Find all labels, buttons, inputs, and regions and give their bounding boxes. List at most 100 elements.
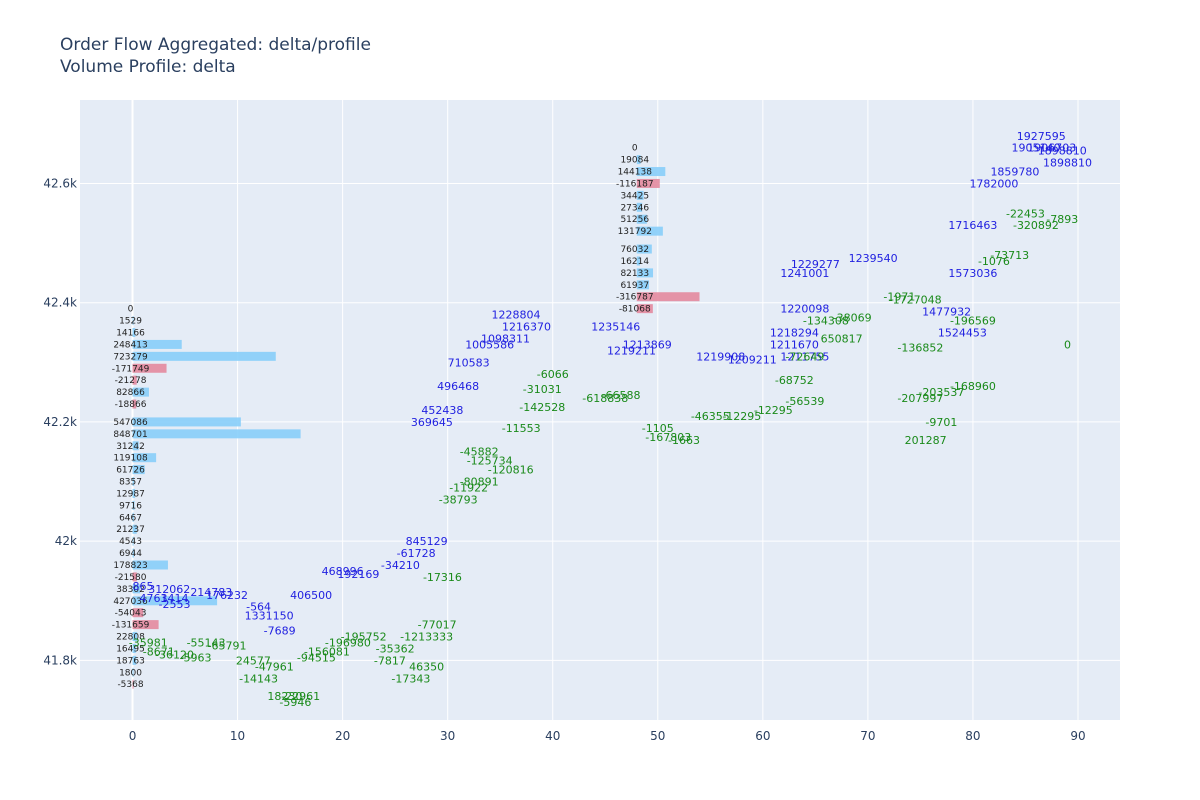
delta-label: -8671 xyxy=(143,645,175,658)
delta-label: 0 xyxy=(1064,338,1071,351)
profile-bar xyxy=(132,548,134,558)
cumulative-delta-label: 452438 xyxy=(421,404,463,417)
y-tick-label: 41.8k xyxy=(43,653,77,667)
bar-value-label: -5368 xyxy=(117,680,143,690)
delta-label: 24577 xyxy=(236,654,271,667)
delta-label: -7817 xyxy=(374,654,406,667)
bar-value-label: 38302 xyxy=(116,585,145,595)
delta-label: -1076 xyxy=(978,255,1010,268)
cumulative-delta-label: 1209211 xyxy=(728,353,777,366)
bar-value-label: 34425 xyxy=(620,191,649,201)
delta-label: -136852 xyxy=(897,341,943,354)
cumulative-delta-label: 214783 xyxy=(190,586,232,599)
delta-label: -168960 xyxy=(950,380,996,393)
bar-value-label: 31242 xyxy=(116,442,145,452)
bar-value-label: -21580 xyxy=(115,573,147,583)
profile-bar xyxy=(132,655,137,665)
profile-bar xyxy=(132,399,137,409)
profile-bar xyxy=(132,512,134,522)
cumulative-delta-label: 4763 xyxy=(140,592,168,605)
cumulative-delta-label: -564 xyxy=(246,601,271,614)
delta-label: -1727048 xyxy=(889,294,942,307)
delta-label: -94515 xyxy=(297,651,336,664)
profile-bar xyxy=(636,280,650,290)
delta-label: -22961 xyxy=(281,690,320,703)
x-tick-label: 60 xyxy=(755,729,770,743)
cumulative-delta-label: 1905140 xyxy=(1011,142,1060,155)
chart-title: Order Flow Aggregated: delta/profile xyxy=(60,35,371,55)
x-tick-label: 70 xyxy=(860,729,875,743)
delta-label: -195752 xyxy=(341,631,387,644)
delta-label: 18230 xyxy=(267,690,302,703)
cumulative-delta-label: -61728 xyxy=(397,547,436,560)
profile-bar xyxy=(132,316,134,326)
delta-label: -77017 xyxy=(418,619,457,632)
delta-label: -196569 xyxy=(950,315,996,328)
cumulative-delta-label: 1005586 xyxy=(465,338,514,351)
profile-bar xyxy=(132,429,301,439)
bar-value-label: -171749 xyxy=(112,364,150,374)
cumulative-delta-label: 1213869 xyxy=(623,338,672,351)
bar-value-label: 1800 xyxy=(119,668,142,678)
y-tick-label: 42.2k xyxy=(43,415,77,429)
delta-label: -38793 xyxy=(439,493,478,506)
bar-value-label: 723279 xyxy=(113,352,148,362)
y-tick-label: 42.4k xyxy=(43,296,77,310)
cumulative-delta-label: 865 xyxy=(133,580,154,593)
delta-label: -55143 xyxy=(187,637,226,650)
delta-label: -12295 xyxy=(754,404,793,417)
cumulative-delta-label: 1211670 xyxy=(770,338,819,351)
delta-label: -80891 xyxy=(460,476,499,489)
delta-label: -142528 xyxy=(519,401,565,414)
profile-bar xyxy=(132,632,138,642)
delta-label: -1971 xyxy=(883,291,915,304)
profile-bar xyxy=(132,328,136,337)
delta-label: -65791 xyxy=(208,639,247,652)
profile-bar xyxy=(636,292,700,302)
delta-label: -17343 xyxy=(391,672,430,685)
bar-value-label: 19084 xyxy=(620,156,649,166)
delta-label: -56539 xyxy=(785,395,824,408)
cumulative-delta-label: 845129 xyxy=(406,535,448,548)
profile-bar xyxy=(132,387,149,397)
cumulative-delta-label: -2553 xyxy=(159,598,191,611)
cumulative-delta-label: 1716463 xyxy=(948,219,997,232)
cumulative-delta-label: 1241001 xyxy=(780,267,829,280)
cumulative-delta-label: 1235146 xyxy=(591,321,640,334)
profile-bar xyxy=(132,488,136,498)
delta-label: -156081 xyxy=(304,645,350,658)
cumulative-delta-label: 1782000 xyxy=(969,177,1018,190)
delta-label: -47961 xyxy=(255,660,294,673)
profile-bar xyxy=(636,226,663,236)
cumulative-delta-label: 496468 xyxy=(437,380,479,393)
bar-value-label: 27346 xyxy=(620,203,649,213)
profile-bar xyxy=(132,572,137,582)
delta-label: -66588 xyxy=(602,389,641,402)
profile-bar xyxy=(636,304,653,314)
cumulative-delta-label: 468996 xyxy=(322,565,364,578)
bar-value-label: 848701 xyxy=(113,430,147,440)
cumulative-delta-label: 1216370 xyxy=(502,321,551,334)
cumulative-delta-label: -34210 xyxy=(381,559,420,572)
bar-value-label: 178823 xyxy=(113,561,147,571)
cumulative-delta-label: 1239540 xyxy=(849,252,898,265)
cumulative-delta-label: 710583 xyxy=(448,356,490,369)
delta-label: -35981 xyxy=(129,637,168,650)
y-axis-ticks: 41.8k 42k 42.2k 42.4k 42.6k xyxy=(43,176,77,667)
profile-bar xyxy=(132,465,145,475)
bar-value-label: 14166 xyxy=(116,329,145,339)
cumulative-delta-label: 1219908 xyxy=(696,350,745,363)
bar-value-label: 144138 xyxy=(618,168,653,178)
bar-value-label: 82133 xyxy=(620,269,649,279)
bar-value-label: -54043 xyxy=(115,609,147,619)
profile-bar xyxy=(132,536,134,546)
delta-label: -320892 xyxy=(1013,219,1059,232)
profile-bar xyxy=(132,441,139,451)
cumulative-delta-label: 406500 xyxy=(290,589,332,602)
bar-value-label: 4543 xyxy=(119,537,142,547)
delta-label: 201287 xyxy=(905,434,947,447)
delta-label: -1213333 xyxy=(400,631,453,644)
delta-label: -134308 xyxy=(803,315,849,328)
